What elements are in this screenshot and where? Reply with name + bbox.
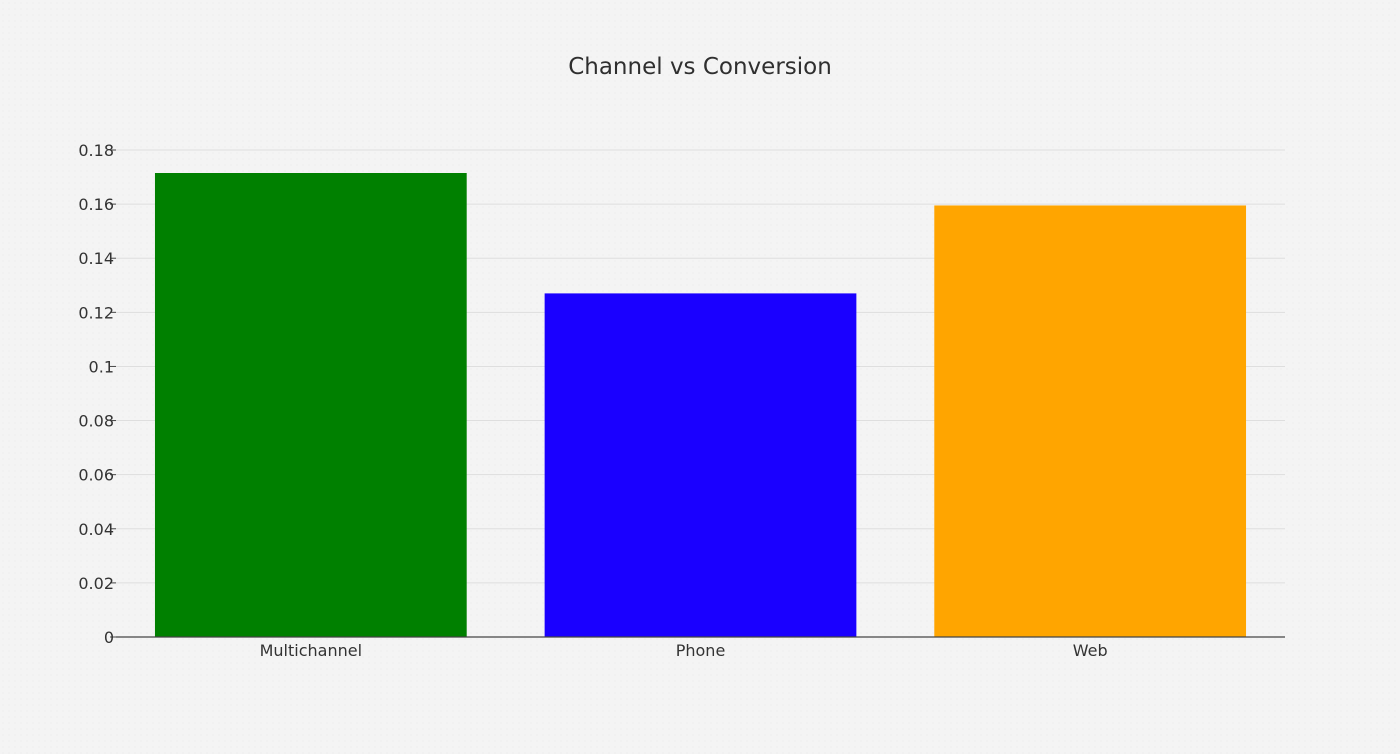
y-tick-label: 0.06 [78, 466, 114, 485]
y-tick-label: 0.04 [78, 520, 114, 539]
y-tick-label: 0.12 [78, 303, 114, 322]
y-tick-label: 0 [104, 628, 114, 647]
chart-title: Channel vs Conversion [568, 54, 832, 80]
y-tick-label: 0.1 [89, 357, 114, 376]
y-tick-label: 0.14 [78, 249, 114, 268]
y-tick-label: 0.16 [78, 195, 114, 214]
x-tick-label: Web [1073, 641, 1108, 660]
bars [154, 172, 1247, 638]
bar-multichannel[interactable] [154, 172, 467, 637]
y-tick-label: 0.02 [78, 574, 114, 593]
x-tick-label: Multichannel [260, 641, 362, 660]
axes: 0 0.02 0.04 0.06 0.08 0.1 0.12 0.14 0.16 0.18 Mult… [78, 141, 1285, 660]
bar-phone[interactable] [544, 293, 857, 637]
y-tick-label: 0.18 [78, 141, 114, 160]
y-tick-label: 0.08 [78, 412, 114, 431]
bar-web[interactable] [934, 205, 1247, 638]
x-tick-label: Phone [676, 641, 726, 660]
